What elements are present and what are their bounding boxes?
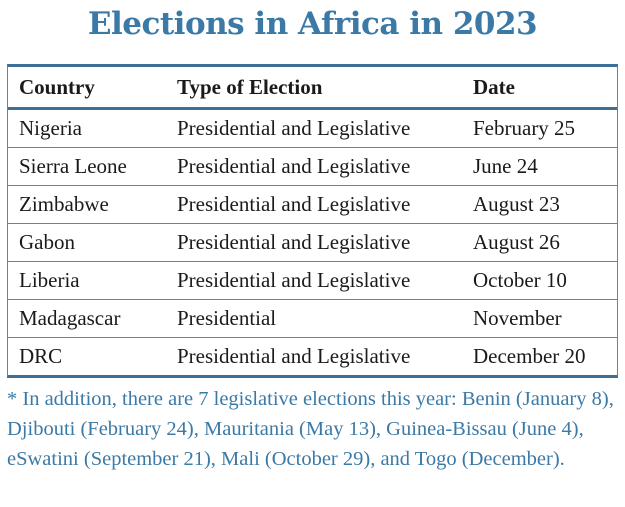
cell-type: Presidential and Legislative [166,223,462,262]
cell-type: Presidential [166,299,462,338]
cell-date: August 23 [462,185,617,224]
cell-date: November [462,299,617,338]
cell-country: DRC [19,344,63,368]
footnote: * In addition, there are 7 legislative e… [7,388,614,470]
table-row: Zimbabwe Presidential and Legislative Au… [8,185,617,224]
cell-date: December 20 [473,344,586,368]
table-row: Liberia Presidential and Legislative Oct… [8,261,617,300]
cell-type: Presidential and Legislative [166,147,462,186]
cell-type: Presidential and Legislative [166,108,462,148]
table-row: Gabon Presidential and Legislative Augus… [8,223,617,262]
page-title: Elections in Africa in 2023 [87,6,538,42]
cell-country: Zimbabwe [8,185,166,224]
elections-table-grid: Country Type of Election Date Nigeria Pr… [8,67,617,375]
header-date: Date [462,67,617,110]
cell-type: Presidential and Legislative [166,261,462,300]
cell-date: October 10 [462,261,617,300]
cell-date: August 26 [462,223,617,262]
header-type-of-election: Type of Election [166,67,462,110]
cell-date: February 25 [462,108,617,148]
elections-table: Country Type of Election Date Nigeria Pr… [7,64,618,378]
table-header-row: Country Type of Election Date [8,67,617,110]
cell-country: Nigeria [8,108,166,148]
cell-country: Gabon [8,223,166,262]
cell-date: June 24 [462,147,617,186]
table-row: Madagascar Presidential November [8,299,617,338]
cell-country: Sierra Leone [8,147,166,186]
table-row: Sierra Leone Presidential and Legislativ… [8,147,617,186]
cell-country: Liberia [8,261,166,300]
table-row: DRC Presidential and Legislative Decembe… [8,338,617,376]
header-country: Country [8,67,166,110]
cell-type: Presidential and Legislative [177,344,411,368]
cell-type: Presidential and Legislative [166,185,462,224]
table-row: Nigeria Presidential and Legislative Feb… [8,108,617,148]
cell-country: Madagascar [8,299,166,338]
